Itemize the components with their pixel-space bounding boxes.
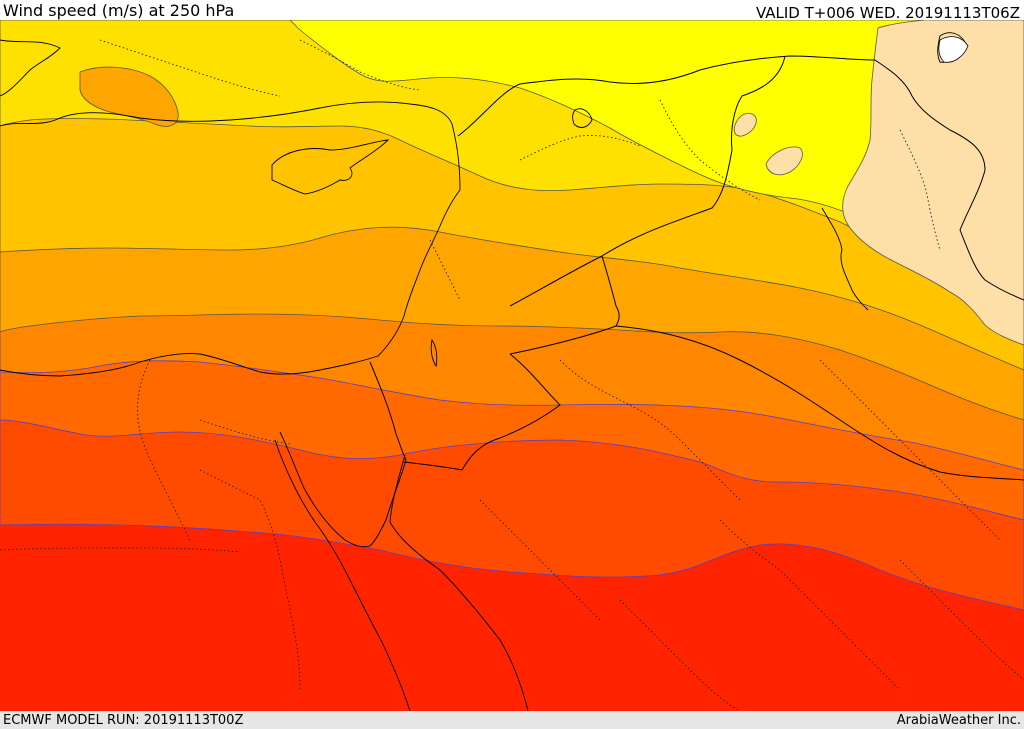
syria-iraq-border xyxy=(509,55,786,307)
levant-coast xyxy=(0,189,461,377)
persian-gulf-coast xyxy=(821,207,869,311)
footer-bar: ECMWF MODEL RUN: 20191113T00Z ArabiaWeat… xyxy=(0,711,1024,729)
aegean-coast xyxy=(0,39,61,97)
wind-speed-map xyxy=(0,20,1024,711)
band-patch-lightest-2 xyxy=(765,146,803,176)
coastlines xyxy=(0,32,967,711)
band-lightest xyxy=(842,20,1024,346)
iraq-saudi-border xyxy=(509,255,620,355)
dead-sea xyxy=(430,338,438,368)
turkey-coast xyxy=(0,101,461,191)
model-run: ECMWF MODEL RUN: 20191113T00Z xyxy=(3,713,244,728)
band-patch-lightest-1 xyxy=(733,112,757,137)
map-title: Wind speed (m/s) at 250 hPa xyxy=(3,1,235,20)
iran-iraq-border xyxy=(874,59,1024,301)
band-inner-dark-orange xyxy=(79,66,179,127)
valid-time: VALID T+006 WED. 20191113T06Z xyxy=(755,4,1020,22)
cyprus-outline xyxy=(271,139,390,195)
title-bar: Wind speed (m/s) at 250 hPa VALID T+006 … xyxy=(0,0,1024,22)
credit-text: ArabiaWeather Inc. xyxy=(896,713,1021,728)
country-borders xyxy=(369,55,1024,547)
province-boundaries xyxy=(0,39,1024,711)
jordan-saudi-border xyxy=(403,353,561,471)
wind-bands xyxy=(0,20,1024,711)
egypt-sudan-border-line xyxy=(369,459,407,547)
iraq-kuwait-border xyxy=(615,325,1024,481)
red-sea-west-coast xyxy=(274,439,411,711)
lake-van xyxy=(572,108,593,128)
turkey-syria-border xyxy=(457,55,876,137)
gulf-of-suez xyxy=(279,431,371,548)
caspian-water xyxy=(938,36,969,63)
red-sea-east-coast xyxy=(389,454,529,711)
egypt-israel-border xyxy=(369,361,407,461)
map-canvas xyxy=(0,20,1024,711)
